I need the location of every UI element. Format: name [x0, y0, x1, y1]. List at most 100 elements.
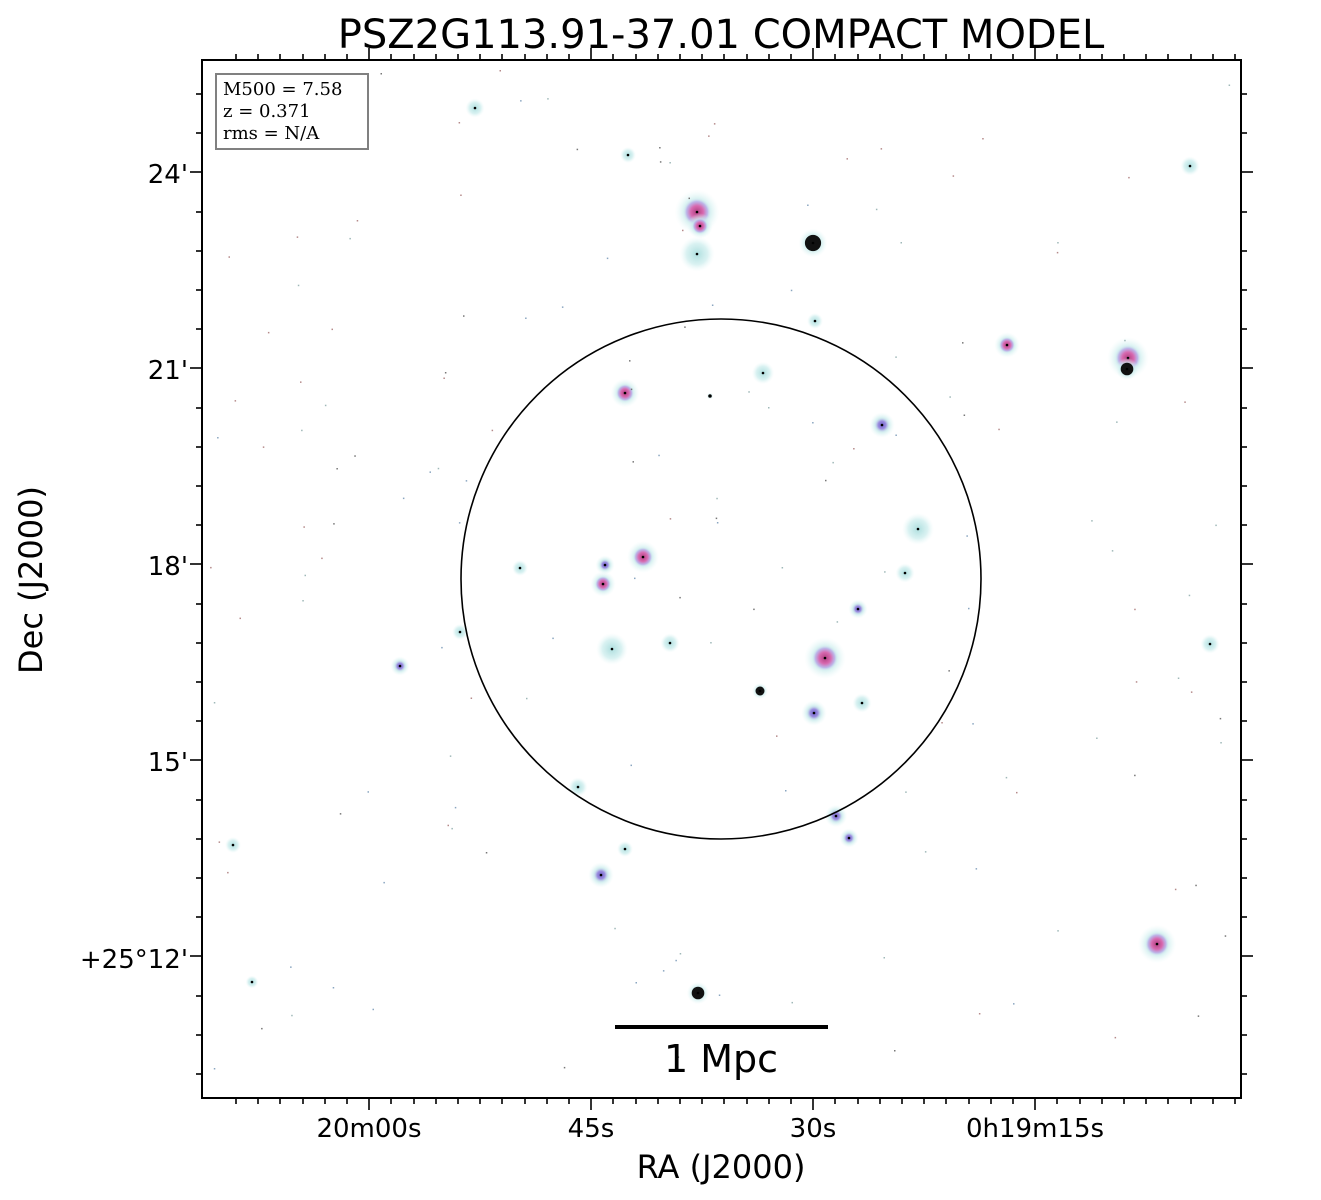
noise-speckle	[630, 388, 633, 391]
noise-speckle	[785, 790, 787, 792]
y-tick-label: 24'	[148, 160, 188, 190]
y-tick-label: +25°12'	[80, 945, 188, 975]
aperture-circle	[460, 318, 982, 840]
source-peak	[601, 582, 605, 586]
plot-frame	[201, 59, 1242, 1099]
source-peak	[626, 153, 630, 157]
x-tick-label: 0h19m15s	[966, 1114, 1104, 1144]
noise-speckle	[1135, 681, 1138, 683]
noise-speckle	[217, 437, 219, 439]
noise-speckle	[677, 1056, 680, 1058]
noise-speckle	[900, 242, 902, 244]
source-peak	[473, 106, 477, 110]
noise-speckle	[972, 723, 974, 725]
noise-speckle	[1114, 1036, 1117, 1039]
source-peak	[708, 394, 712, 398]
noise-speckle	[968, 607, 970, 610]
noise-speckle	[321, 557, 323, 560]
noise-speckle	[213, 1068, 216, 1070]
y-axis-label: Dec (J2000)	[12, 486, 50, 674]
noise-speckle	[880, 148, 883, 150]
source-layer	[210, 70, 1231, 1070]
noise-speckle	[333, 523, 335, 525]
x-axis-label: RA (J2000)	[637, 1148, 806, 1186]
noise-speckle	[234, 400, 237, 402]
noise-speckle	[470, 697, 473, 699]
noise-speckle	[437, 467, 440, 470]
source-peak	[668, 641, 672, 645]
noise-speckle	[629, 360, 631, 362]
noise-speckle	[1184, 401, 1186, 403]
noise-speckle	[658, 454, 660, 457]
noise-speckle	[239, 617, 241, 620]
source-peak	[398, 664, 402, 668]
source-peak	[1125, 367, 1129, 371]
noise-speckle	[210, 566, 212, 569]
noise-speckle	[303, 526, 305, 528]
noise-speckle	[776, 735, 778, 737]
noise-speckle	[941, 722, 943, 724]
source-peak	[641, 555, 645, 559]
noise-speckle	[213, 702, 216, 704]
noise-speckle	[1177, 677, 1180, 679]
noise-speckle	[291, 1014, 293, 1017]
noise-speckle	[429, 471, 431, 473]
noise-speckle	[713, 123, 716, 125]
noise-speckle	[1005, 776, 1008, 779]
noise-speckle	[781, 567, 784, 569]
noise-speckle	[748, 391, 750, 393]
noise-speckle	[354, 455, 356, 457]
noise-speckle	[561, 306, 564, 308]
noise-speckle	[1057, 242, 1059, 244]
source-peak	[1005, 343, 1009, 347]
noise-speckle	[1013, 1003, 1015, 1005]
noise-speckle	[998, 428, 1000, 431]
noise-speckle	[884, 571, 886, 573]
noise-speckle	[924, 851, 927, 853]
noise-speckle	[267, 331, 270, 334]
source-peak	[916, 527, 920, 531]
noise-speckle	[228, 256, 230, 258]
noise-speckle	[454, 806, 457, 809]
source-peak	[860, 701, 864, 705]
info-rms: rms = N/A	[223, 123, 320, 144]
noise-speckle	[659, 161, 662, 163]
noise-speckle	[825, 479, 827, 482]
noise-speckle	[606, 257, 609, 260]
scale-bar-label: 1 Mpc	[664, 1037, 778, 1081]
noise-speckle	[679, 953, 682, 955]
noise-speckle	[832, 461, 834, 464]
noise-speckle	[630, 764, 632, 767]
noise-speckle	[1116, 421, 1118, 423]
noise-speckle	[261, 1027, 263, 1030]
noise-speckle	[485, 852, 488, 854]
noise-speckle	[563, 1066, 566, 1069]
source-peak	[599, 873, 603, 877]
noise-speckle	[332, 987, 335, 989]
noise-speckle	[710, 642, 712, 644]
noise-speckle	[634, 577, 636, 580]
source-peak	[458, 630, 462, 634]
source-peak	[695, 252, 699, 256]
noise-speckle	[963, 414, 966, 416]
y-tick-label: 18'	[148, 552, 188, 582]
noise-speckle	[576, 148, 579, 151]
noise-speckle	[753, 608, 755, 611]
noise-speckle	[1091, 520, 1093, 522]
noise-speckle	[1174, 888, 1177, 891]
noise-speckle	[669, 518, 672, 520]
source-peak	[610, 647, 614, 651]
noise-speckle	[768, 407, 770, 409]
noise-speckle	[1188, 594, 1191, 597]
noise-speckle	[679, 596, 681, 599]
source-peak	[603, 563, 607, 567]
noise-speckle	[1128, 176, 1130, 179]
noise-speckle	[262, 446, 265, 448]
noise-speckle	[383, 881, 385, 884]
noise-speckle	[297, 284, 300, 287]
source-peak	[576, 785, 580, 789]
source-peak	[856, 607, 860, 611]
noise-speckle	[675, 959, 677, 962]
source-peak	[811, 241, 815, 245]
source-peak	[1155, 942, 1159, 946]
